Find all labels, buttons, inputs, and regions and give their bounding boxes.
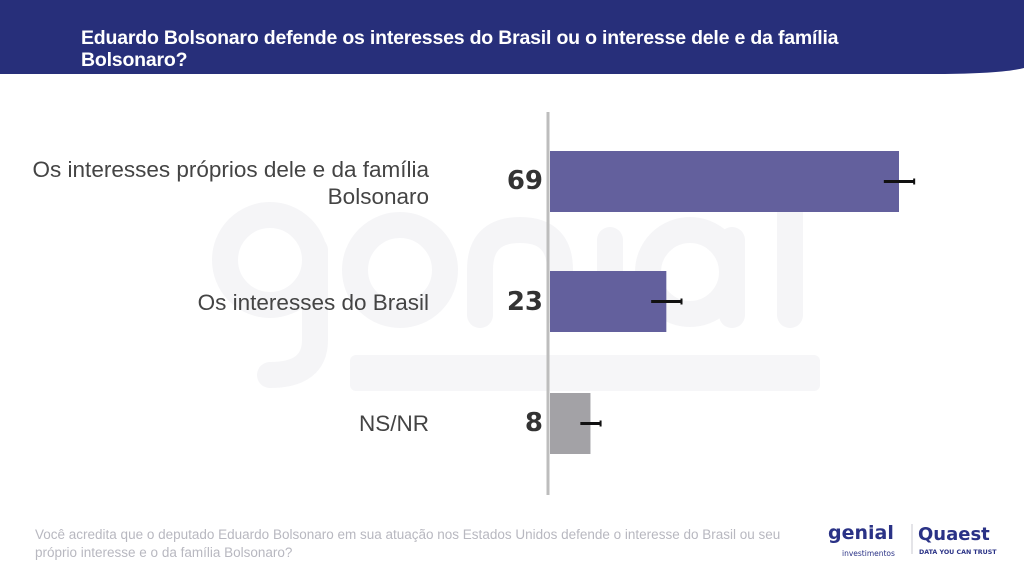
chart-title: Eduardo Bolsonaro defende os interesses … [81, 27, 839, 71]
svg-text:investimentos: investimentos [842, 549, 895, 558]
svg-text:genial: genial [828, 522, 894, 544]
value-label: 23 [506, 287, 543, 317]
value-label: 69 [506, 166, 543, 196]
category-label: NS/NR [358, 411, 429, 436]
bar [550, 151, 899, 212]
svg-text:DATA YOU CAN TRUST: DATA YOU CAN TRUST [919, 549, 997, 556]
footnote: Você acredita que o deputado Eduardo Bol… [35, 527, 781, 560]
bar [550, 271, 667, 332]
value-label: 8 [524, 408, 543, 438]
logos: genial investimentos Quaest DATA YOU CAN… [828, 522, 997, 558]
svg-text:Quaest: Quaest [918, 524, 990, 545]
genial-logo: genial investimentos [828, 522, 895, 558]
header-banner [0, 0, 1024, 74]
category-label: Os interesses do Brasil [197, 290, 429, 315]
category-label: Os interesses próprios dele e da família… [32, 157, 429, 209]
quaest-logo: Quaest DATA YOU CAN TRUST [918, 524, 997, 556]
